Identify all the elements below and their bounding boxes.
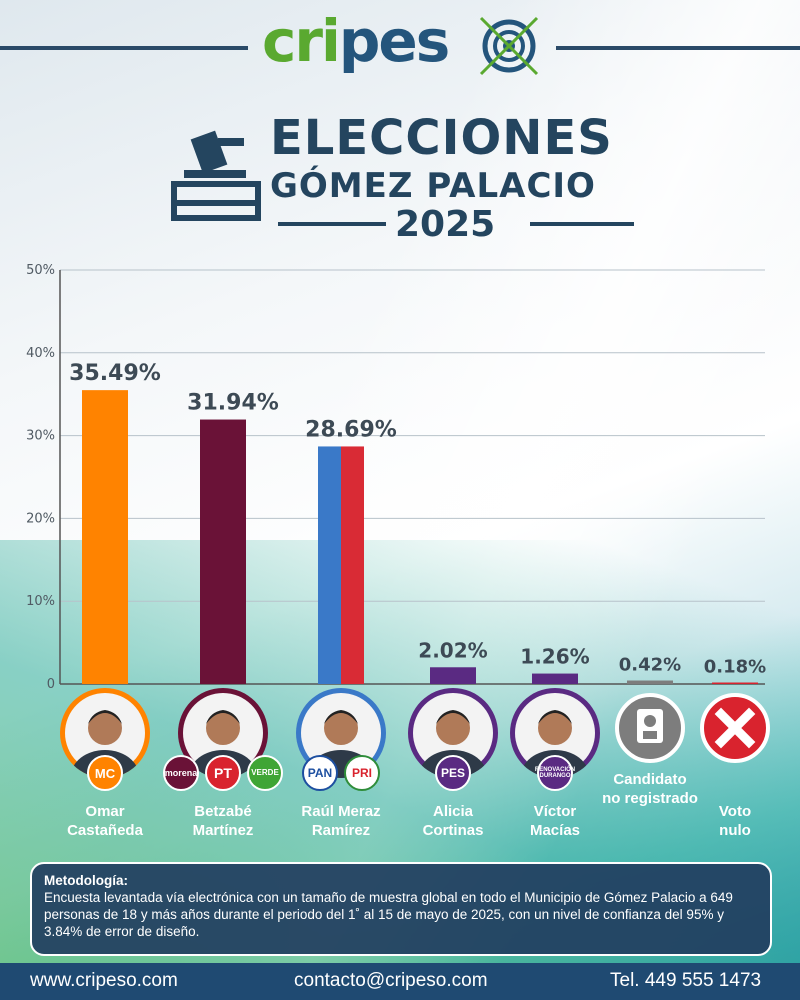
- y-tick-label: 10%: [26, 594, 55, 609]
- party-logo-badge: RENOVACIÓN DURANGO: [535, 755, 575, 791]
- y-tick-label: 0: [47, 677, 55, 692]
- target-icon: [479, 16, 539, 76]
- party-logo-badge: MC: [87, 755, 123, 791]
- party-logo-badge: PAN: [302, 755, 338, 791]
- y-tick-label: 40%: [26, 346, 55, 361]
- bar-value-label: 35.49%: [69, 361, 161, 386]
- logo-green-text: cri: [262, 7, 341, 75]
- person-icon: [183, 693, 263, 778]
- bar-chart: 0 10% 20% 30% 40% 50% 35.49% 31.94% 28.69% 2.02%…: [26, 263, 766, 692]
- null-vote-x-icon: [700, 693, 770, 763]
- candidate-name: Candidato no registrado: [590, 770, 710, 808]
- methodology-box: Metodología: Encuesta levantada vía elec…: [30, 862, 772, 956]
- candidate-photo: [60, 688, 150, 778]
- candidate-name: Voto nulo: [675, 802, 795, 840]
- bar: [712, 682, 758, 684]
- candidate-name-line2: Cortinas: [422, 822, 484, 839]
- y-tick-label: 50%: [26, 263, 55, 278]
- footer-email-link[interactable]: contacto@cripeso.com: [294, 970, 488, 991]
- bar-value-label: 2.02%: [418, 638, 487, 662]
- bar-value-label: 28.69%: [305, 417, 397, 442]
- bar: [341, 446, 364, 684]
- party-logo-badge: VERDE: [247, 755, 283, 791]
- candidate-name-line1: Alicia: [432, 803, 474, 820]
- bar-value-label: 1.26%: [520, 645, 589, 669]
- candidate-name: Betzabé Martínez: [163, 802, 283, 840]
- candidate-name: Alicia Cortinas: [393, 802, 513, 840]
- candidate-name-line2: Martínez: [192, 822, 254, 839]
- footer-website-link[interactable]: www.cripeso.com: [30, 970, 178, 991]
- brand-logo: cripes: [262, 6, 450, 76]
- candidate-name-line2: Macías: [529, 822, 581, 839]
- bar: [532, 673, 578, 684]
- header-rule-left: [0, 46, 248, 50]
- bar-value-label: 31.94%: [187, 391, 279, 416]
- candidate-name-line1: Víctor: [533, 803, 577, 820]
- title-line2: GÓMEZ PALACIO: [270, 166, 596, 206]
- footer: www.cripeso.com contacto@cripeso.com Tel…: [0, 963, 800, 1000]
- candidate-name-line1: Raúl Meraz: [301, 803, 381, 820]
- title-line1: ELECCIONES: [270, 110, 613, 166]
- bar: [200, 419, 246, 684]
- title-line3: 2025: [395, 204, 496, 245]
- candidate-name-line2: no registrado: [602, 790, 698, 807]
- candidate-name-line2: Ramírez: [311, 822, 371, 839]
- candidate-name-line1: Voto: [718, 803, 752, 820]
- candidate-name-line1: Betzabé: [194, 803, 252, 820]
- candidate-name-line2: Castañeda: [67, 822, 143, 839]
- y-tick-label: 30%: [26, 429, 55, 444]
- unregistered-candidate-icon: [615, 693, 685, 763]
- party-logo-badge: PRI: [344, 755, 380, 791]
- bar: [627, 680, 673, 684]
- y-tick-label: 20%: [26, 511, 55, 526]
- party-logo-badge: PES: [435, 755, 471, 791]
- candidate-name: Omar Castañeda: [45, 802, 165, 840]
- bar-value-label: 0.42%: [619, 655, 681, 676]
- candidate-name: Víctor Macías: [495, 802, 615, 840]
- footer-phone: Tel. 449 555 1473: [610, 970, 762, 991]
- bar: [430, 667, 476, 684]
- title-rule-right: [530, 222, 634, 226]
- candidate-name-line2: nulo: [719, 822, 751, 839]
- ballot-box-icon: [171, 130, 261, 221]
- bar: [318, 446, 341, 684]
- methodology-title: Metodología:: [44, 873, 128, 888]
- party-logo-badge: morena: [163, 755, 199, 791]
- candidate-name-line1: Candidato: [613, 771, 687, 788]
- candidate-name: Raúl Meraz Ramírez: [281, 802, 401, 840]
- bar: [82, 390, 128, 684]
- party-logo-badge: PT: [205, 755, 241, 791]
- title-rule-left: [278, 222, 386, 226]
- methodology-text: Encuesta levantada vía electrónica con u…: [44, 890, 733, 939]
- candidate-name-line1: Omar: [85, 803, 125, 820]
- title-block: ELECCIONES GÓMEZ PALACIO 2025: [170, 110, 650, 250]
- header-rule-right: [556, 46, 800, 50]
- header: cripes: [0, 0, 800, 90]
- person-icon: [65, 693, 145, 778]
- bar-value-label: 0.18%: [704, 657, 766, 678]
- logo-blue-text: pes: [338, 7, 450, 75]
